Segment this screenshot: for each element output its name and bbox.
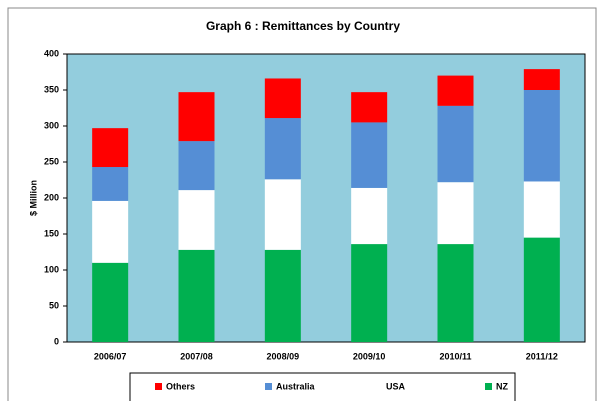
- bar-segment: [178, 141, 215, 191]
- plot-area: [66, 53, 586, 343]
- bar-segment: [264, 179, 301, 250]
- y-tick-label: 400: [44, 48, 59, 58]
- bar-segment: [92, 167, 129, 201]
- bar-segment: [523, 237, 560, 342]
- y-tick-label: 200: [44, 192, 59, 202]
- bar-segment: [92, 128, 129, 168]
- legend-label: Australia: [276, 381, 316, 391]
- bar-segment: [178, 92, 215, 142]
- bar-segment: [351, 187, 388, 245]
- legend-swatch: [375, 383, 382, 390]
- y-tick-label: 50: [49, 300, 59, 310]
- bar-segment: [178, 249, 215, 342]
- x-tick-label: 2008/09: [267, 351, 300, 361]
- y-tick-label: 350: [44, 84, 59, 94]
- legend-label: Others: [166, 381, 195, 391]
- bar-segment: [351, 122, 388, 188]
- legend-label: USA: [386, 381, 406, 391]
- bar-segment: [523, 90, 560, 182]
- legend-swatch: [155, 383, 162, 390]
- bar-segment: [437, 182, 474, 245]
- legend-swatch: [485, 383, 492, 390]
- bar-segment: [264, 118, 301, 180]
- bar-segment: [351, 244, 388, 342]
- bar-segment: [437, 105, 474, 183]
- y-tick-label: 250: [44, 156, 59, 166]
- x-tick-label: 2010/11: [439, 351, 471, 361]
- bar-segment: [351, 92, 388, 123]
- x-tick-label: 2007/08: [180, 351, 213, 361]
- bar-segment: [264, 78, 301, 119]
- bar-segment: [92, 262, 129, 342]
- chart-title: Graph 6 : Remittances by Country: [206, 19, 400, 33]
- bar-segment: [523, 181, 560, 238]
- legend: [129, 372, 516, 401]
- legend-swatch: [265, 383, 272, 390]
- y-tick-label: 300: [44, 120, 59, 130]
- bar-segment: [92, 200, 129, 263]
- y-axis-label: $ Million: [28, 180, 38, 216]
- bar-segment: [264, 249, 301, 342]
- bar-segment: [437, 244, 474, 342]
- y-tick-label: 150: [44, 228, 59, 238]
- legend-label: NZ: [496, 381, 508, 391]
- bar-segment: [437, 75, 474, 106]
- x-tick-label: 2006/07: [94, 351, 127, 361]
- bar-segment: [523, 69, 560, 90]
- bar-segment: [178, 190, 215, 250]
- x-tick-label: 2009/10: [353, 351, 386, 361]
- y-tick-label: 0: [54, 336, 59, 346]
- x-tick-label: 2011/12: [526, 351, 558, 361]
- y-tick-label: 100: [44, 264, 59, 274]
